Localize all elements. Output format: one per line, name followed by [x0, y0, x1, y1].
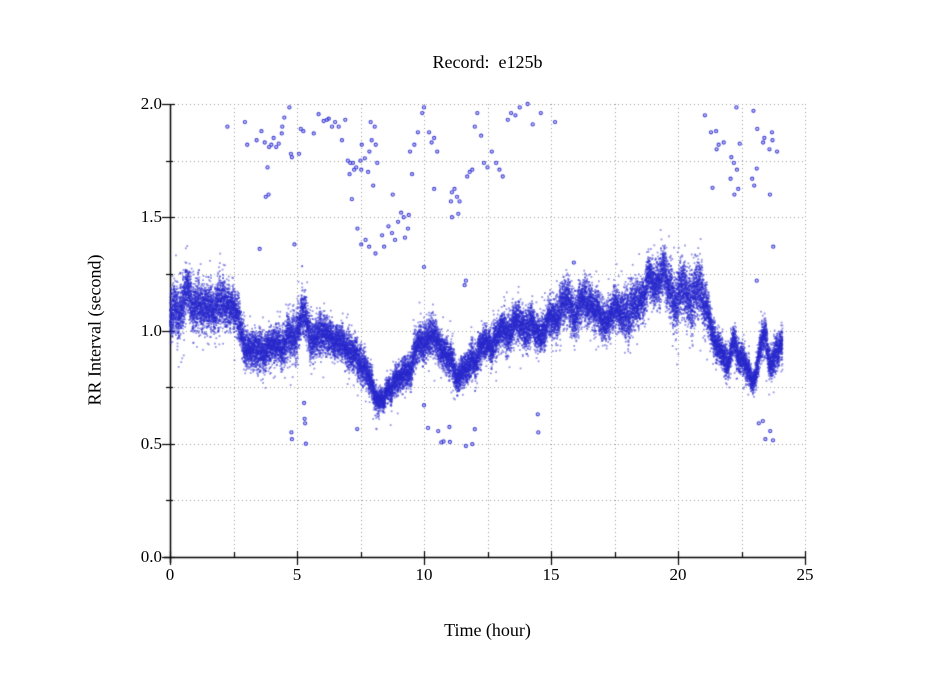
chart-title: Record: e125b [432, 52, 543, 72]
x-tick-label: 5 [292, 565, 302, 584]
x-tick-label: 20 [669, 565, 687, 584]
y-tick-label: 1.0 [140, 320, 162, 340]
x-tick-label: 0 [165, 565, 175, 584]
y-tick-label: 0.5 [140, 433, 162, 453]
x-tick-label: 10 [415, 565, 433, 584]
x-axis-title: Time (hour) [444, 620, 531, 640]
y-tick-label: 2.0 [140, 94, 162, 113]
y-axis-title-text: RR Interval (second) [84, 254, 105, 406]
x-tick-label: 25 [796, 565, 814, 584]
y-tick-label: 1.5 [140, 207, 162, 227]
x-tick-label: 15 [542, 565, 560, 584]
y-tick-label: 0.0 [140, 547, 162, 566]
